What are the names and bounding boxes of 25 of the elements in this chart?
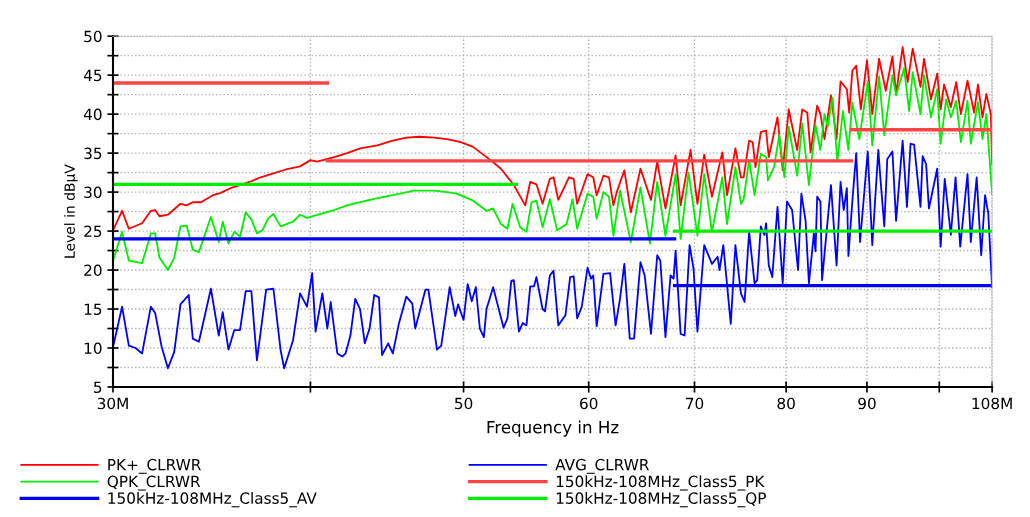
y-tick-label: 10	[84, 342, 102, 355]
y-tick-label: 30	[84, 186, 102, 199]
x-tick-label: 90	[858, 397, 876, 410]
x-tick-label: 50	[455, 397, 473, 410]
y-tick-label: 45	[83, 69, 102, 82]
x-tick-label: 30M	[97, 397, 128, 410]
legend-label: 150kHz-108MHz_Class5_AV	[108, 492, 317, 508]
y-tick-label: 25	[84, 225, 102, 238]
x-tick-label: 80	[777, 397, 795, 410]
y-tick-label: 15	[84, 303, 102, 316]
x-tick-label: 60	[580, 397, 598, 410]
y-tick-label: 5	[94, 381, 102, 393]
x-tick-label: 108M	[972, 397, 1012, 410]
y-tick-label: 40	[83, 108, 102, 121]
y-tick-label: 35	[84, 147, 102, 160]
y-tick-label: 20	[84, 264, 102, 277]
y-tick-label: 50	[84, 30, 102, 43]
legend-label: PK+_CLRWR	[108, 458, 201, 474]
legend-label: QPK_CLRWR	[107, 475, 201, 491]
legend-label: AVG_CLRWR	[555, 458, 650, 474]
x-axis-title: Frequency in Hz	[487, 420, 619, 437]
y-axis-title: Level in dBµV	[64, 164, 78, 258]
x-tick-label: 70	[686, 397, 704, 410]
legend-label: 150kHz-108MHz_Class5_PK	[556, 475, 765, 491]
legend-label: 150kHz-108MHz_Class5_QP	[556, 492, 766, 508]
